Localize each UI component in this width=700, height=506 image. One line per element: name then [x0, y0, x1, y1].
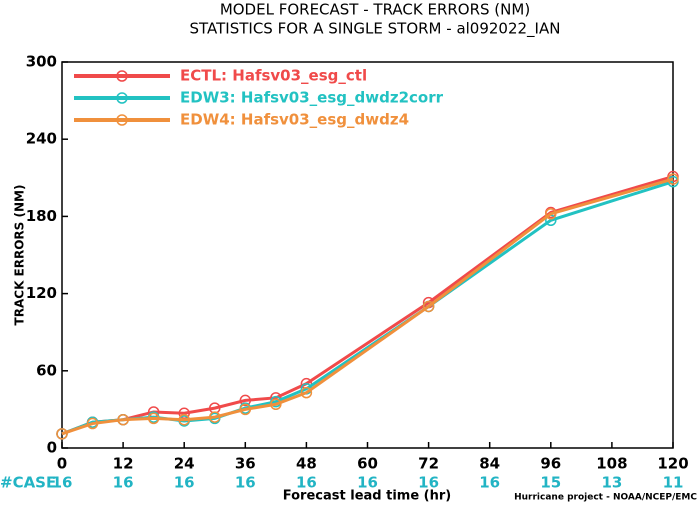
- case-count: 16: [418, 474, 439, 492]
- point-marker: [300, 386, 313, 399]
- x-tick-label: 96: [540, 455, 561, 473]
- y-axis-label: TRACK ERRORS (NM): [13, 185, 27, 326]
- case-label: #CASE: [0, 474, 56, 492]
- x-tick-label: 108: [596, 455, 627, 473]
- x-axis-label: Forecast lead time (hr): [283, 489, 451, 504]
- x-tick-label: 12: [113, 455, 134, 473]
- y-tick-label: 60: [36, 361, 57, 379]
- case-count: 16: [479, 474, 500, 492]
- y-tick-label: 0: [47, 439, 57, 457]
- case-count: 11: [663, 474, 684, 492]
- case-count: 16: [113, 474, 134, 492]
- series-line: [61, 177, 674, 436]
- point-marker: [270, 398, 282, 411]
- case-count: 16: [235, 474, 256, 492]
- point-marker: [117, 413, 129, 426]
- y-tick-label: 240: [26, 130, 57, 148]
- y-tick-label: 120: [26, 284, 57, 302]
- point-marker: [147, 412, 160, 425]
- case-count: 15: [540, 474, 561, 492]
- legend-label: ECTL: Hafsv03_esg_ctl: [180, 67, 367, 85]
- legend-label: EDW3: Hafsv03_esg_dwdz2corr: [180, 89, 444, 107]
- case-count: 16: [357, 474, 378, 492]
- x-tick-label: 84: [479, 455, 500, 473]
- x-tick-label: 120: [657, 455, 688, 473]
- point-marker: [422, 300, 435, 313]
- legend-label: EDW4: Hafsv03_esg_dwdz4: [180, 111, 409, 129]
- case-count: 13: [601, 474, 622, 492]
- point-marker: [545, 208, 557, 220]
- case-count: 16: [174, 474, 195, 492]
- x-tick-label: 72: [418, 455, 439, 473]
- x-tick-label: 0: [57, 455, 67, 473]
- y-tick-label: 300: [26, 53, 57, 71]
- series-line: [61, 175, 674, 436]
- point-marker: [209, 411, 221, 423]
- series-line: [61, 180, 674, 436]
- point-marker: [239, 394, 252, 407]
- point-marker: [86, 417, 99, 430]
- case-count: 16: [52, 474, 73, 492]
- x-tick-label: 60: [357, 455, 378, 473]
- point-marker: [239, 403, 252, 416]
- chart-title: MODEL FORECAST - TRACK ERRORS (NM): [220, 1, 530, 19]
- x-tick-label: 36: [235, 455, 256, 473]
- legend-marker: [116, 70, 128, 82]
- chart-subtitle: STATISTICS FOR A SINGLE STORM - al092022…: [190, 20, 561, 39]
- footer: Hurricane project - NOAA/NCEP/EMC: [514, 493, 697, 503]
- x-tick-label: 48: [296, 455, 317, 473]
- y-tick-label: 180: [26, 207, 57, 225]
- point-marker: [178, 413, 190, 426]
- x-tick-label: 24: [174, 455, 195, 473]
- point-marker: [56, 428, 68, 440]
- case-count: 16: [296, 474, 317, 492]
- point-marker: [667, 173, 679, 185]
- legend-marker: [116, 114, 128, 126]
- legend-marker: [116, 92, 128, 104]
